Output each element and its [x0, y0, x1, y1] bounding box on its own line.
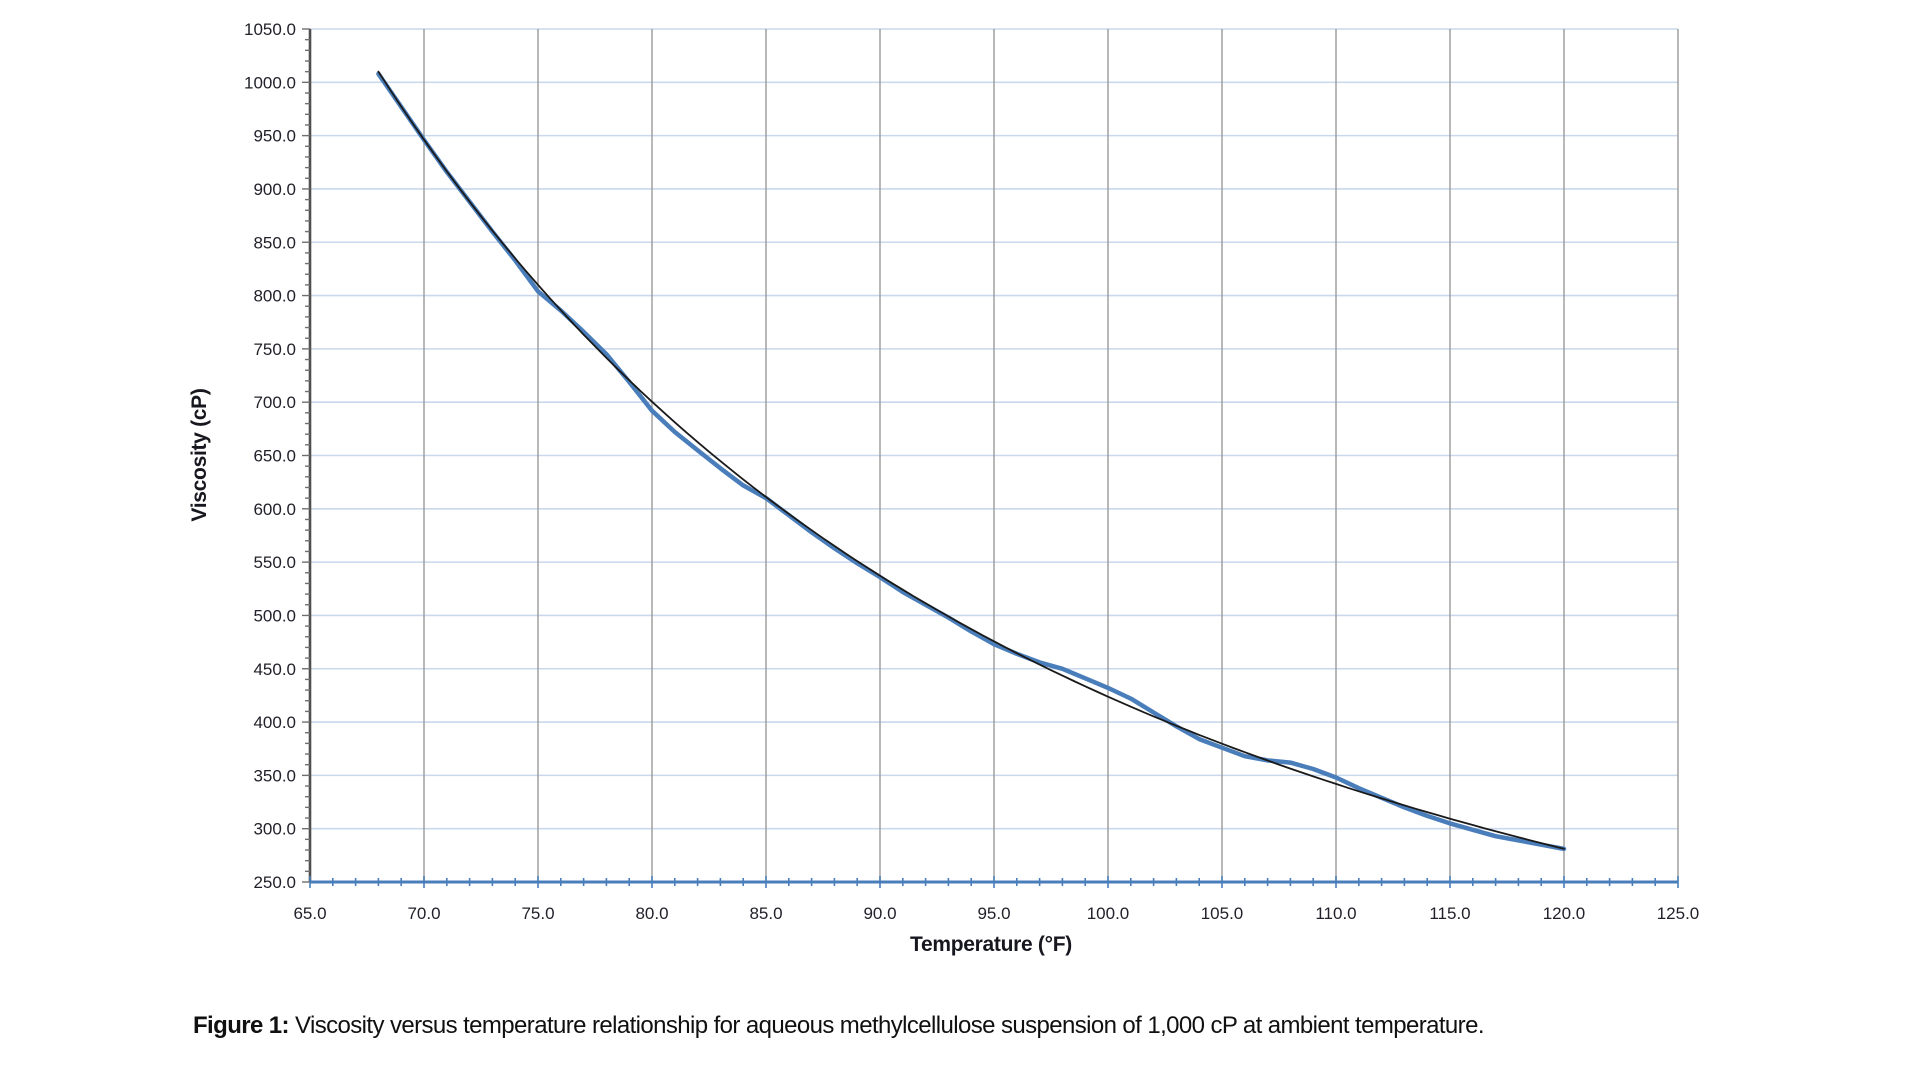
y-tick-label: 750.0 — [253, 340, 296, 359]
v-gridlines — [423, 29, 1679, 882]
x-tick-label: 85.0 — [749, 904, 782, 923]
y-tick-label: 500.0 — [253, 606, 296, 625]
y-tick-label: 950.0 — [253, 127, 296, 146]
viscosity-data-line — [376, 71, 1567, 852]
y-tick-label: 600.0 — [253, 500, 296, 519]
y-axis-title: Viscosity (cP) — [188, 388, 211, 522]
y-tick-label: 850.0 — [253, 233, 296, 252]
y-tick-label: 900.0 — [253, 180, 296, 199]
y-axis — [302, 28, 312, 883]
y-tick-label: 550.0 — [253, 553, 296, 572]
x-tick-label: 65.0 — [293, 904, 326, 923]
x-tick-label: 95.0 — [977, 904, 1010, 923]
power-trendline-line — [377, 70, 1565, 850]
caption-text: Viscosity versus temperature relationshi… — [288, 1012, 1484, 1039]
caption-prefix: Figure 1: — [193, 1012, 290, 1039]
x-tick-labels: 65.0 70.0 75.0 80.0 85.0 90.0 95.0 100.0 105.0 11… — [293, 904, 1699, 923]
y-tick-label: 650.0 — [253, 447, 296, 466]
x-tick-label: 110.0 — [1315, 904, 1356, 923]
y-tick-label: 800.0 — [253, 287, 296, 306]
x-axis — [309, 876, 1679, 888]
y-tick-label: 350.0 — [253, 766, 296, 785]
y-tick-label: 400.0 — [253, 713, 296, 732]
x-axis-title: Temperature (°F) — [910, 933, 1072, 956]
y-tick-label: 250.0 — [253, 873, 296, 892]
y-tick-label: 300.0 — [253, 820, 296, 839]
x-tick-label: 105.0 — [1201, 904, 1244, 923]
x-tick-label: 100.0 — [1087, 904, 1130, 923]
x-tick-label: 90.0 — [863, 904, 896, 923]
y-tick-label: 700.0 — [253, 393, 296, 412]
x-tick-label: 75.0 — [521, 904, 554, 923]
series — [376, 70, 1567, 852]
y-tick-label: 1050.0 — [244, 20, 296, 39]
figure-caption: Figure 1: Viscosity versus temperature r… — [193, 1012, 1484, 1040]
x-tick-label: 125.0 — [1657, 904, 1700, 923]
x-tick-label: 120.0 — [1543, 904, 1586, 923]
y-tick-label: 450.0 — [253, 660, 296, 679]
x-tick-label: 70.0 — [407, 904, 440, 923]
y-tick-labels: 250.0 300.0 350.0 400.0 450.0 500.0 550.0 600.0… — [244, 20, 296, 892]
y-tick-label: 1000.0 — [244, 73, 296, 92]
x-tick-label: 80.0 — [635, 904, 668, 923]
x-tick-label: 115.0 — [1429, 904, 1470, 923]
